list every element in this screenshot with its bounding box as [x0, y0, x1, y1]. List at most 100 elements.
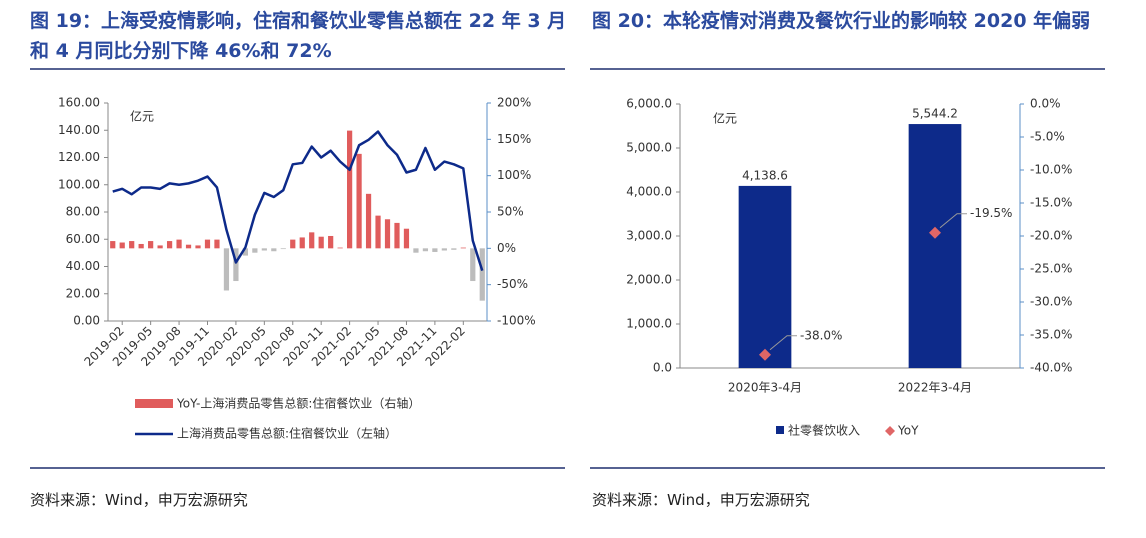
y-tick-label: 0.00 [73, 314, 100, 328]
y2-tick-label: -30.0% [1030, 295, 1072, 309]
bar [413, 248, 419, 253]
y2-tick-label: -40.0% [1030, 361, 1072, 375]
data-label: 5,544.2 [912, 107, 958, 121]
y-tick-label: 2,000.0 [626, 273, 672, 287]
y2-tick-label: -15.0% [1030, 196, 1072, 210]
marker [759, 348, 771, 361]
y-tick-label: 100.00 [58, 177, 100, 191]
y-tick-label: 3,000.0 [626, 229, 672, 243]
y-tick-label: 160.00 [58, 96, 100, 110]
data-label: 4,138.6 [742, 168, 788, 182]
legend-swatch [776, 426, 784, 434]
bar [271, 248, 277, 252]
chart-title: 图 19：上海受疫情影响，住宿和餐饮业零售总额在 22 年 3 月和 4 月同比… [30, 10, 567, 62]
bar [252, 248, 258, 253]
bar [403, 228, 410, 249]
data-label: -38.0% [800, 328, 842, 342]
bar [129, 241, 135, 249]
y-tick-label: 140.00 [58, 123, 100, 137]
y2-tick-label: 200% [497, 96, 531, 110]
bar [223, 248, 230, 291]
y2-tick-label: -5.0% [1030, 130, 1065, 144]
bar [280, 248, 286, 250]
bar [242, 248, 248, 256]
bar [261, 248, 267, 251]
line [112, 130, 484, 271]
bar [460, 247, 466, 249]
y-tick-label: 20.00 [66, 286, 100, 300]
bar [318, 236, 324, 249]
bar [176, 239, 182, 249]
bar [470, 248, 476, 282]
bar [119, 242, 125, 249]
label-leader [769, 335, 797, 351]
bar [299, 237, 305, 249]
bar [337, 247, 343, 249]
bar [110, 241, 116, 249]
legend-swatch [135, 399, 173, 408]
label-leader [939, 213, 967, 229]
unit-label: 亿元 [713, 111, 737, 126]
bar [204, 239, 211, 249]
y2-tick-label: 0% [497, 241, 516, 255]
legend-swatch [885, 426, 895, 436]
bar [185, 244, 192, 249]
legend-label: YoY [897, 424, 919, 438]
bar [138, 243, 144, 249]
marker [929, 226, 941, 239]
bar [738, 185, 792, 368]
legend-label: 上海消费品零售总额:住宿餐饮业（左轴） [177, 426, 397, 441]
data-label: -19.5% [970, 206, 1012, 220]
x-tick-label: 2022年3-4月 [898, 381, 972, 395]
bar [166, 241, 173, 249]
bar [148, 241, 154, 249]
y2-tick-label: -10.0% [1030, 163, 1072, 177]
legend-label: YoY-上海消费品零售总额:住宿餐饮业（右轴） [176, 396, 420, 411]
bar [432, 248, 438, 252]
y-tick-label: 40.00 [66, 259, 100, 273]
y2-tick-label: -20.0% [1030, 229, 1072, 243]
x-tick-label: 2020年3-4月 [728, 381, 802, 395]
bar [290, 239, 296, 249]
bar [394, 222, 400, 249]
bar [328, 235, 334, 249]
bar [479, 248, 485, 301]
source: 资料来源：Wind，申万宏源研究 [30, 491, 248, 509]
y2-tick-label: 50% [497, 205, 524, 219]
y2-tick-label: 150% [497, 132, 531, 146]
y-tick-label: 0.0 [653, 361, 672, 375]
unit-label: 亿元 [130, 109, 154, 124]
y-tick-label: 6,000.0 [626, 97, 672, 111]
bar [375, 215, 381, 249]
bar [384, 219, 391, 249]
y-tick-label: 120.00 [58, 150, 100, 164]
bar [233, 248, 239, 282]
bar [441, 248, 447, 251]
chart-title: 图 20：本轮疫情对消费及餐饮行业的影响较 2020 年偏弱 [592, 10, 1091, 32]
y2-tick-label: 0.0% [1030, 97, 1061, 111]
y2-tick-label: -100% [497, 314, 536, 328]
bar [157, 245, 163, 249]
bar [451, 248, 457, 250]
bar [309, 232, 315, 249]
y-tick-label: 5,000.0 [626, 141, 672, 155]
bar [195, 245, 201, 249]
y-tick-label: 60.00 [66, 232, 100, 246]
y-tick-label: 4,000.0 [626, 185, 672, 199]
bar [356, 153, 362, 249]
y2-tick-label: -50% [497, 277, 528, 291]
bar [422, 248, 429, 252]
y2-tick-label: 100% [497, 168, 531, 182]
bar [365, 193, 372, 249]
y-tick-label: 1,000.0 [626, 317, 672, 331]
source: 资料来源：Wind，申万宏源研究 [592, 491, 810, 509]
y-tick-label: 80.00 [66, 205, 100, 219]
y2-tick-label: -35.0% [1030, 328, 1072, 342]
bar [214, 239, 220, 249]
bar [908, 124, 962, 368]
y2-tick-label: -25.0% [1030, 262, 1072, 276]
bar [347, 130, 353, 249]
legend-label: 社零餐饮收入 [788, 423, 860, 438]
